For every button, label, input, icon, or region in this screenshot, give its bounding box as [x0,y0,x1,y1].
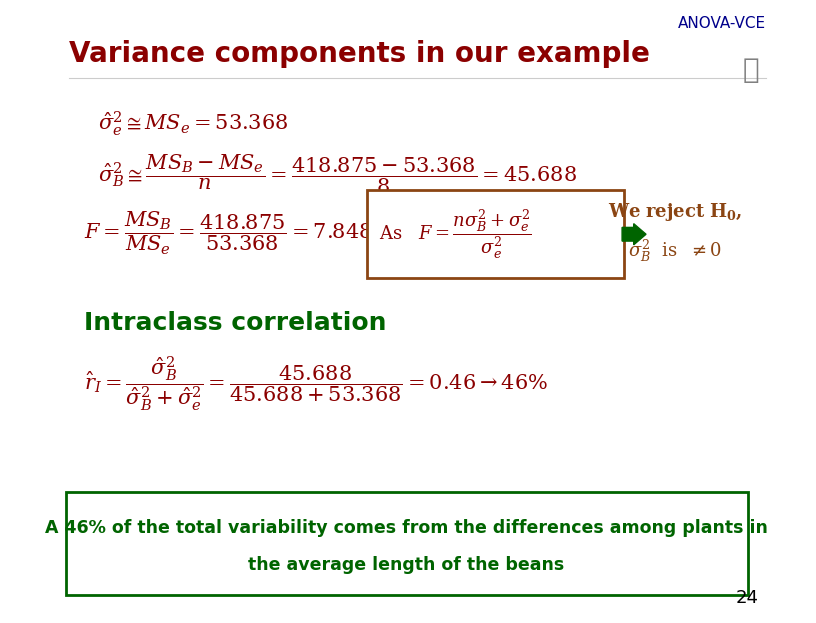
Text: 🔊: 🔊 [743,56,760,84]
Text: $\hat{\sigma}_B^2 \cong \dfrac{MS_B - MS_e}{n} = \dfrac{418.875 - 53.368}{8} = 4: $\hat{\sigma}_B^2 \cong \dfrac{MS_B - MS… [98,153,577,196]
Text: $\hat{\sigma}_e^2 \cong MS_e = 53.368$: $\hat{\sigma}_e^2 \cong MS_e = 53.368$ [98,109,289,138]
Text: $\hat{r}_I = \dfrac{\hat{\sigma}_B^2}{\hat{\sigma}_B^2 + \hat{\sigma}_e^2} = \df: $\hat{r}_I = \dfrac{\hat{\sigma}_B^2}{\h… [84,354,548,412]
FancyArrow shape [622,224,646,245]
FancyBboxPatch shape [65,492,747,595]
Text: $F = \dfrac{MS_B}{MS_e} = \dfrac{418.875}{53.368} = 7.8488$: $F = \dfrac{MS_B}{MS_e} = \dfrac{418.875… [84,210,385,257]
Text: 24: 24 [735,589,759,607]
Text: the average length of the beans: the average length of the beans [249,556,565,574]
Text: A 46% of the total variability comes from the differences among plants in: A 46% of the total variability comes fro… [45,519,768,537]
Text: Intraclass correlation: Intraclass correlation [84,312,386,336]
Text: ANOVA-VCE: ANOVA-VCE [677,16,765,31]
Text: $\mathrm{As}\quad F = \dfrac{n\sigma_B^2 + \sigma_e^2}{\sigma_e^2}$: $\mathrm{As}\quad F = \dfrac{n\sigma_B^2… [379,207,532,261]
Text: $\sigma_B^2\ \ \mathrm{is}\ \ \neq 0$: $\sigma_B^2\ \ \mathrm{is}\ \ \neq 0$ [628,238,722,264]
FancyBboxPatch shape [366,190,624,278]
Text: Variance components in our example: Variance components in our example [69,40,650,69]
Text: $\mathbf{We\ reject\ H_0,}$: $\mathbf{We\ reject\ H_0,}$ [608,201,743,223]
